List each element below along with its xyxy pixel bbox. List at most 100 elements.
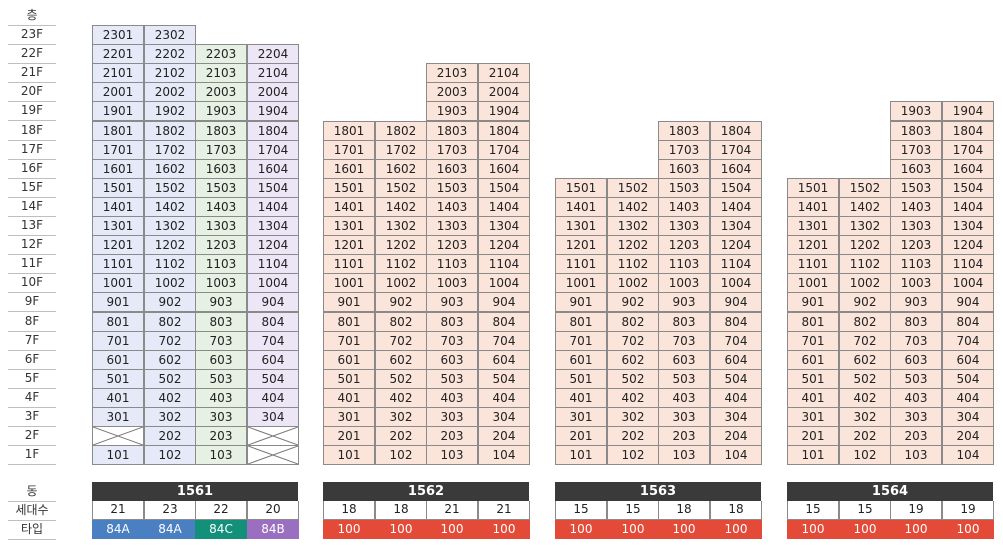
unit-cell: 1201 <box>323 235 375 255</box>
households-row-label: 세대수 <box>8 501 56 521</box>
unit-cell: 1304 <box>942 216 994 236</box>
unit-cell: 1304 <box>710 216 762 236</box>
households-count: 21 <box>92 501 144 520</box>
unit-cell: 703 <box>658 331 710 351</box>
floor-label: 14F <box>8 197 56 217</box>
unit-cell: 904 <box>942 292 994 312</box>
unit-cell: 1401 <box>92 197 144 217</box>
floor-label: 1F <box>8 445 56 466</box>
unit-cell: 1403 <box>195 197 247 217</box>
unit-cell: 202 <box>839 426 891 446</box>
building-name-bar: 1561 <box>92 482 298 501</box>
unit-cell: 1604 <box>942 159 994 179</box>
unit-cell: 1102 <box>375 254 427 274</box>
unit-cell: 301 <box>323 407 375 427</box>
unit-cell: 104 <box>710 445 762 465</box>
unit-type-badge: 100 <box>710 520 762 539</box>
unit-cell: 701 <box>92 331 144 351</box>
unit-cell: 1004 <box>478 273 530 293</box>
unit-cell: 1303 <box>426 216 478 236</box>
unit-cell: 2001 <box>92 82 144 102</box>
unit-cell: 1002 <box>375 273 427 293</box>
unit-cell: 2103 <box>426 63 478 83</box>
unit-cell: 903 <box>426 292 478 312</box>
unit-cell: 102 <box>839 445 891 465</box>
unit-cell: 1102 <box>144 254 196 274</box>
unit-type-badge: 100 <box>787 520 839 539</box>
unit-cell: 1402 <box>839 197 891 217</box>
households-count: 18 <box>375 501 427 520</box>
unit-cell: 1104 <box>247 254 299 274</box>
unit-cell: 1101 <box>92 254 144 274</box>
unit-cell: 1901 <box>92 101 144 121</box>
unit-cell: 1804 <box>478 121 530 141</box>
unit-cell: 1001 <box>787 273 839 293</box>
unit-cell: 1802 <box>375 121 427 141</box>
unit-cell: 1702 <box>144 140 196 160</box>
floor-label: 19F <box>8 101 56 122</box>
unit-cell: 1303 <box>195 216 247 236</box>
floor-label: 21F <box>8 63 56 84</box>
unit-cell: 1602 <box>375 159 427 179</box>
unit-cell: 404 <box>710 388 762 408</box>
unit-cell: 302 <box>839 407 891 427</box>
unit-cell: 1604 <box>247 159 299 179</box>
unit-cell: 604 <box>478 350 530 370</box>
unit-cell: 1504 <box>478 178 530 198</box>
unit-cell: 404 <box>478 388 530 408</box>
unit-cell: 401 <box>555 388 607 408</box>
unit-cell: 901 <box>787 292 839 312</box>
unit-cell: 901 <box>92 292 144 312</box>
building-name-bar: 1563 <box>555 482 761 501</box>
unit-cell: 1101 <box>323 254 375 274</box>
unit-cell: 1802 <box>144 121 196 141</box>
unit-cell: 202 <box>375 426 427 446</box>
unit-cell: 1702 <box>375 140 427 160</box>
unit-cell: 2003 <box>426 82 478 102</box>
unit-cell: 1202 <box>839 235 891 255</box>
unit-cell: 1201 <box>787 235 839 255</box>
unit-cell: 204 <box>942 426 994 446</box>
unit-cell: 1202 <box>375 235 427 255</box>
unit-cell: 2004 <box>247 82 299 102</box>
unit-cell: 804 <box>710 312 762 332</box>
unit-cell: 304 <box>710 407 762 427</box>
unit-cell: 1301 <box>555 216 607 236</box>
unit-type-badge: 84A <box>92 520 144 539</box>
households-count: 15 <box>839 501 891 520</box>
unit-cell: 201 <box>787 426 839 446</box>
unit-cell: 1003 <box>658 273 710 293</box>
unit-type-badge: 100 <box>607 520 659 539</box>
unit-cell: 1801 <box>92 121 144 141</box>
unit-cell: 1601 <box>323 159 375 179</box>
unit-cell: 201 <box>555 426 607 446</box>
unit-cell: 504 <box>247 369 299 389</box>
unit-cell: 1302 <box>144 216 196 236</box>
unit-cell: 2202 <box>144 44 196 64</box>
unit-cell: 1302 <box>375 216 427 236</box>
unit-cell: 904 <box>247 292 299 312</box>
unit-cell: 503 <box>426 369 478 389</box>
unit-cell: 701 <box>555 331 607 351</box>
unit-cell: 1104 <box>478 254 530 274</box>
unit-cell: 603 <box>658 350 710 370</box>
unit-cell: 1804 <box>247 121 299 141</box>
households-count: 18 <box>323 501 375 520</box>
floor-label: 2F <box>8 426 56 447</box>
unit-cell: 2301 <box>92 25 144 45</box>
unit-cell: 301 <box>787 407 839 427</box>
unit-cell: 703 <box>426 331 478 351</box>
unit-type-badge: 100 <box>658 520 710 539</box>
unit-cell: 703 <box>890 331 942 351</box>
floor-label: 22F <box>8 44 56 65</box>
unit-cell: 2004 <box>478 82 530 102</box>
unit-cell: 603 <box>195 350 247 370</box>
unit-cell: 1403 <box>426 197 478 217</box>
floor-label: 17F <box>8 140 56 160</box>
unit-cell: 1101 <box>787 254 839 274</box>
unit-cell: 1002 <box>144 273 196 293</box>
unit-type-badge: 100 <box>839 520 891 539</box>
unit-cell: 1402 <box>607 197 659 217</box>
empty-unit-cell <box>92 426 144 446</box>
unit-cell: 904 <box>710 292 762 312</box>
